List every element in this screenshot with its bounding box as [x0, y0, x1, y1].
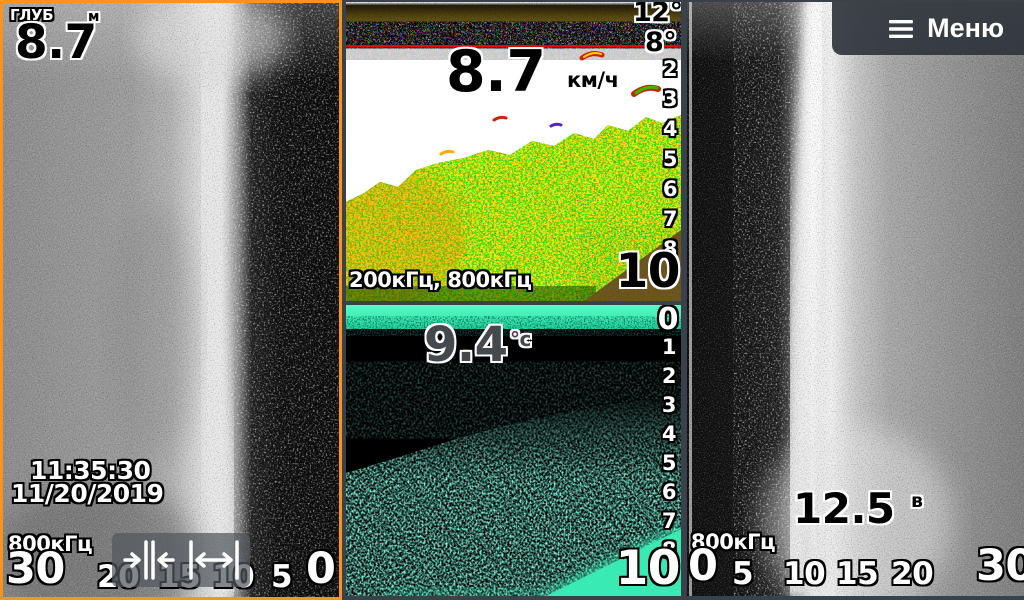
voltage-value: 12.5 — [793, 484, 895, 533]
range-max: 10 — [615, 244, 681, 299]
range-tick: 0 — [306, 544, 336, 594]
depth-tick: 3 — [661, 393, 677, 417]
sonar-panel-chirp[interactable]: 8.7 км/ч 12° 8° 2 3 4 5 6 7 8 10 200кГц,… — [346, 2, 681, 301]
range-tick: 5 — [271, 559, 293, 595]
depth-tick: 2 — [662, 57, 678, 81]
sonar-image-downscan-teal — [346, 305, 681, 596]
depth-tick: 7 — [661, 509, 677, 533]
depth-tick: 5 — [662, 147, 678, 171]
hamburger-icon — [889, 19, 914, 38]
depth-tick: 5 — [661, 451, 677, 475]
depth-tick: 6 — [661, 480, 677, 504]
sonar-image-left — [3, 3, 339, 597]
voltage-unit: в — [911, 490, 923, 512]
temp-graph-tick: 12° — [633, 2, 681, 28]
water-temp-value: 9.4 — [424, 317, 508, 373]
range-tick: 30 — [976, 541, 1024, 591]
depth-unit: м — [88, 9, 99, 25]
range-max: 10 — [615, 541, 681, 596]
depth-tick: 8 — [662, 237, 678, 261]
range-zoom-controls — [112, 533, 250, 587]
depth-tick: 4 — [661, 422, 677, 446]
frequency-label-chirp: 200кГц, 800кГц — [349, 268, 532, 292]
frequency-label-left: 800кГц — [8, 532, 93, 556]
range-tick: 0 — [688, 541, 718, 591]
speed-value: 8.7 — [446, 39, 546, 105]
depth-tick: 7 — [662, 207, 678, 231]
clock-date: 11/20/2019 — [11, 479, 164, 508]
depth-label: ГЛУБ — [10, 6, 54, 24]
temp-graph-tick: 8° — [645, 27, 677, 58]
depth-tick: 0 — [657, 305, 679, 337]
range-tick: 5 — [732, 556, 754, 592]
sonar-image-right — [687, 2, 1024, 596]
range-tick: 20 — [891, 556, 934, 592]
depth-tick: 4 — [662, 117, 678, 141]
depth-tick: 2 — [661, 364, 677, 388]
range-narrow-icon — [122, 540, 175, 580]
depth-value: 8.7 — [15, 15, 97, 70]
clock-time: 11:35:30 — [30, 456, 151, 485]
range-tick: 10 — [783, 556, 826, 592]
range-widen-button[interactable] — [188, 540, 240, 580]
frequency-label-right: 800кГц — [691, 530, 776, 554]
water-temp-unit: °c — [510, 327, 531, 351]
depth-tick: 8 — [661, 538, 677, 562]
speed-unit: км/ч — [567, 68, 619, 92]
depth-tick: 6 — [662, 177, 678, 201]
range-tick: 15 — [836, 556, 879, 592]
sonar-panel-left-downscan[interactable]: ГЛУБ м 8.7 11:35:30 11/20/2019 800кГц 30… — [0, 0, 342, 600]
range-narrow-button[interactable] — [122, 540, 175, 580]
depth-tick: 1 — [661, 335, 677, 359]
menu-label: Меню — [927, 13, 1004, 43]
range-tick: 30 — [6, 544, 65, 594]
sonar-panel-downscan-teal[interactable]: 9.4 °c 0 1 2 3 4 5 6 7 8 10 — [346, 305, 681, 596]
menu-button[interactable]: Меню — [832, 2, 1024, 55]
range-widen-icon — [188, 540, 239, 580]
sonar-panel-right-downscan[interactable]: Меню 12.5 в 800кГц 0 5 10 15 20 30 — [687, 2, 1024, 596]
sonar-image-chirp — [346, 2, 681, 301]
depth-tick: 3 — [662, 87, 678, 111]
